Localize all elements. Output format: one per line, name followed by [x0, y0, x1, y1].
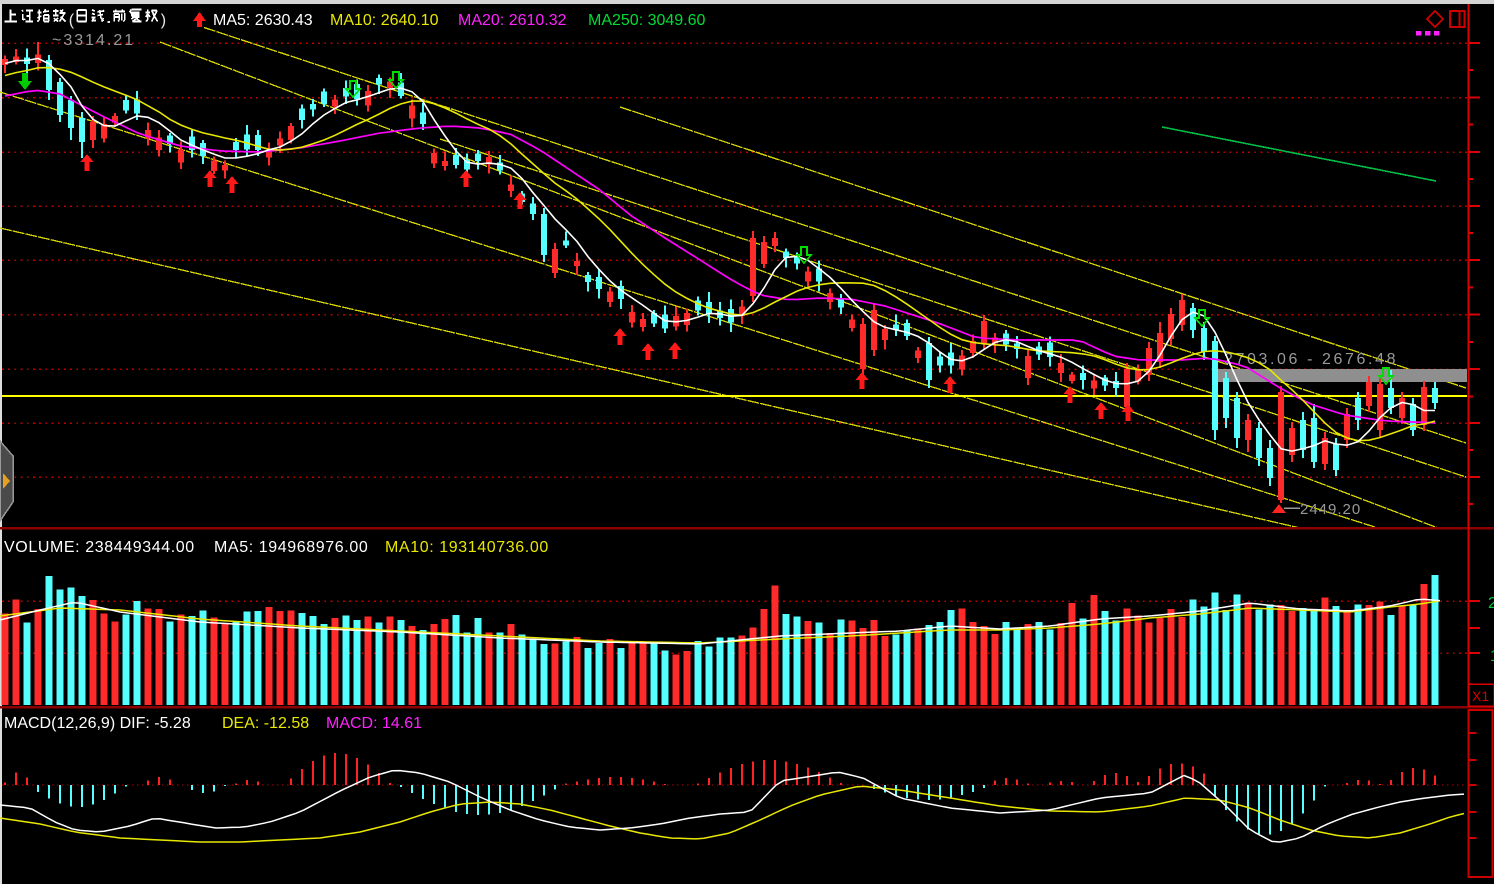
svg-text:X1: X1: [1472, 688, 1489, 704]
svg-text:): ): [161, 12, 166, 29]
svg-text:MA5: 194968976.00: MA5: 194968976.00: [214, 539, 368, 556]
svg-text:(: (: [69, 12, 75, 29]
svg-text:2703.06 - 2676.48: 2703.06 - 2676.48: [1224, 351, 1398, 368]
svg-text:2: 2: [1488, 595, 1494, 612]
svg-text:MA20: 2610.32: MA20: 2610.32: [458, 12, 567, 29]
svg-text:MA10: 2640.10: MA10: 2640.10: [330, 12, 439, 29]
svg-text:DEA: -12.58: DEA: -12.58: [222, 715, 309, 732]
svg-text:MA250: 3049.60: MA250: 3049.60: [588, 12, 706, 29]
svg-text:VOLUME: 238449344.00: VOLUME: 238449344.00: [4, 539, 195, 556]
svg-text:1: 1: [1490, 648, 1494, 665]
svg-text:MACD(12,26,9) DIF: -5.28: MACD(12,26,9) DIF: -5.28: [4, 715, 191, 732]
svg-text:~3314.21: ~3314.21: [52, 32, 135, 49]
svg-text:MACD: 14.61: MACD: 14.61: [326, 715, 422, 732]
svg-text:MA10: 193140736.00: MA10: 193140736.00: [385, 539, 549, 556]
svg-text:MA5: 2630.43: MA5: 2630.43: [213, 12, 313, 29]
svg-text:2449.20: 2449.20: [1300, 501, 1361, 518]
